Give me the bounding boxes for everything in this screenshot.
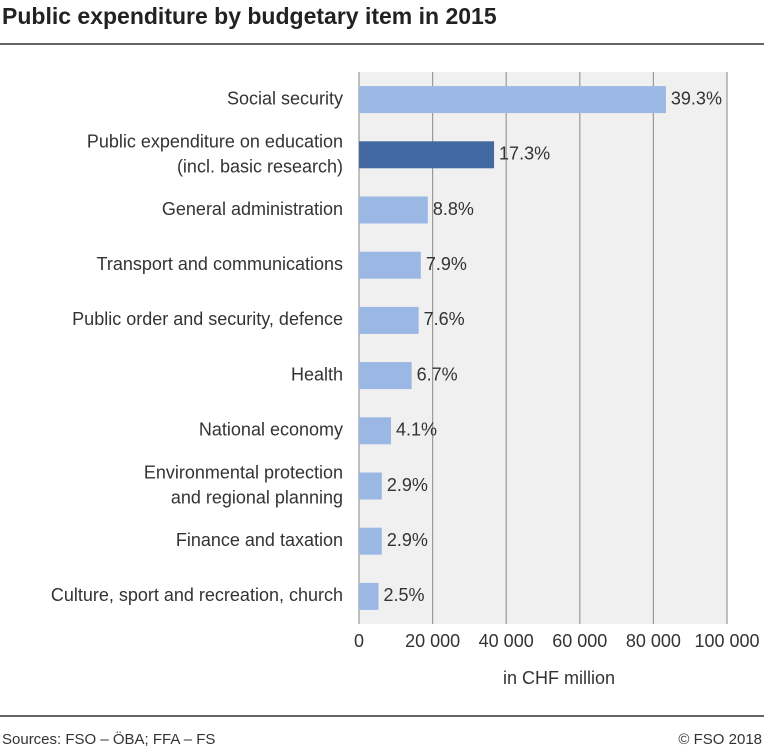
data-label: 6.7%: [417, 364, 458, 384]
data-label: 8.8%: [433, 199, 474, 219]
data-label: 17.3%: [499, 144, 550, 164]
bar: [359, 86, 666, 114]
x-axis-label: in CHF million: [503, 668, 615, 688]
y-tick-label: Social security: [227, 88, 343, 108]
bar: [359, 582, 379, 610]
y-tick-label: Public expenditure on education (incl. ba…: [87, 131, 343, 176]
y-tick-label: Health: [291, 364, 343, 384]
copyright: © FSO 2018: [678, 731, 762, 748]
bar: [359, 251, 421, 279]
y-tick-label: Public order and security, defence: [72, 309, 343, 329]
data-label: 39.3%: [671, 88, 722, 108]
data-label: 4.1%: [396, 420, 437, 440]
data-label: 2.5%: [384, 585, 425, 605]
x-tick-label: 80 000: [626, 631, 681, 651]
bar: [359, 417, 392, 445]
x-tick-label: 20 000: [405, 631, 460, 651]
x-tick-label: 60 000: [552, 631, 607, 651]
x-tick-label: 0: [354, 631, 364, 651]
source: Sources: FSO – ÖBA; FFA – FS: [2, 730, 215, 748]
y-tick-label: General administration: [162, 199, 343, 219]
data-label: 2.9%: [387, 475, 428, 495]
bar: [359, 196, 428, 224]
x-tick-label: 40 000: [479, 631, 534, 651]
y-tick-label: National economy: [199, 420, 343, 440]
chart-title: Public expenditure by budgetary item in …: [2, 3, 497, 29]
data-label: 7.6%: [424, 309, 465, 329]
y-tick-label: Transport and communications: [97, 254, 343, 274]
bar: [359, 362, 412, 390]
bar: [359, 306, 419, 334]
data-label: 7.9%: [426, 254, 467, 274]
y-tick-label: Environmental protection and regional pla…: [144, 462, 343, 507]
x-tick-label: 100 000: [694, 631, 759, 651]
bar: [359, 141, 495, 169]
data-label: 2.9%: [387, 530, 428, 550]
y-tick-label: Culture, sport and recreation, church: [51, 585, 343, 605]
y-tick-label: Finance and taxation: [176, 530, 343, 550]
bar: [359, 527, 382, 555]
bar: [359, 472, 382, 500]
